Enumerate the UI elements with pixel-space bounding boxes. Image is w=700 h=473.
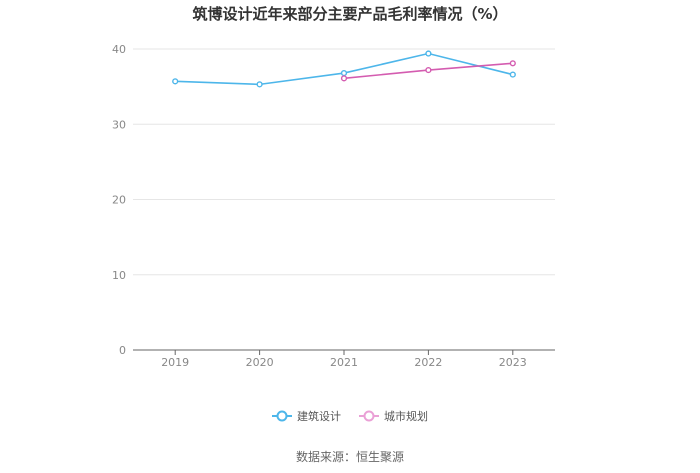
x-tick-label: 2019: [161, 356, 189, 369]
y-tick-label: 10: [112, 269, 126, 282]
legend-label: 建筑设计: [297, 410, 341, 423]
data-point: [425, 50, 432, 57]
x-tick-label: 2020: [246, 356, 274, 369]
legend: 建筑设计 城市规划: [0, 408, 700, 424]
legend-item-series-1[interactable]: 城市规划: [359, 408, 428, 424]
data-point: [172, 78, 179, 85]
legend-item-series-0[interactable]: 建筑设计: [272, 408, 341, 424]
x-tick-label: 2021: [330, 356, 358, 369]
x-tick-label: 2022: [414, 356, 442, 369]
axis-layer: 0 10 20 30 40 2019 2020 2021 2022 2023: [112, 43, 555, 369]
line-chart: 0 10 20 30 40 2019 2020 2021 2022 2023: [112, 43, 555, 369]
chart-title: 筑博设计近年来部分主要产品毛利率情况（%）: [192, 5, 508, 23]
y-tick-label: 40: [112, 43, 126, 56]
data-point: [509, 60, 516, 67]
legend-marker-icon: [272, 410, 292, 422]
grid-layer: [133, 48, 555, 276]
legend-marker-icon: [359, 410, 379, 422]
data-source: 数据来源：恒生聚源: [295, 450, 404, 464]
data-point: [425, 66, 432, 74]
data-point: [256, 81, 263, 88]
y-tick-label: 30: [112, 118, 126, 131]
series-layer: [172, 50, 516, 88]
x-tick-label: 2023: [499, 356, 527, 369]
data-point: [340, 69, 348, 77]
data-point: [340, 75, 348, 82]
y-tick-label: 0: [119, 344, 126, 357]
y-tick-label: 20: [112, 194, 126, 207]
legend-label: 城市规划: [384, 410, 428, 423]
data-point: [509, 71, 516, 78]
